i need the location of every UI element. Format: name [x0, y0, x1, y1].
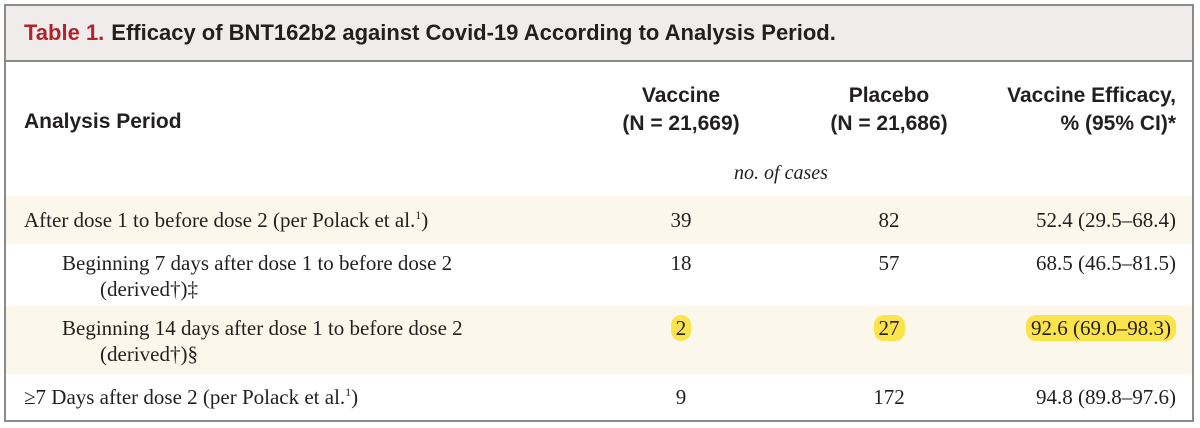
vaccine-cases: 9: [675, 385, 687, 409]
header-vaccine-n: (N = 21,669): [622, 112, 740, 135]
highlight-mark: 2: [670, 315, 692, 341]
header-efficacy-sub: % (95% CI)*: [1060, 112, 1176, 135]
row-label: Beginning 7 days after dose 1 to before …: [62, 251, 453, 301]
vaccine-efficacy-value: 92.6 (69.0–98.3): [966, 315, 1176, 341]
vaccine-cases: 39: [670, 208, 692, 232]
row-label: Beginning 14 days after dose 1 to before…: [62, 316, 463, 366]
table-row: Beginning 7 days after dose 1 to before …: [6, 244, 1192, 306]
table-title-bar: Table 1. Efficacy of BNT162b2 against Co…: [6, 6, 1192, 62]
header-vaccine: Vaccine (N = 21,669): [606, 82, 756, 138]
table-row: After dose 1 to before dose 2 (per Polac…: [6, 196, 1192, 244]
highlight-mark: 27: [873, 315, 905, 341]
table-frame: Table 1. Efficacy of BNT162b2 against Co…: [4, 4, 1194, 422]
reference-marker: 1: [345, 385, 352, 399]
reference-marker: 1: [415, 208, 422, 222]
placebo-cases: 27: [814, 315, 964, 341]
row-label: After dose 1 to before dose 2 (per Polac…: [24, 208, 429, 232]
vaccine-cases: 2: [606, 315, 756, 341]
header-vaccine-label: Vaccine: [641, 84, 721, 107]
units-label: no. of cases: [734, 162, 828, 184]
row-label: ≥7 Days after dose 2 (per Polack et al.1…: [24, 385, 359, 409]
header-placebo-n: (N = 21,686): [830, 112, 948, 135]
header-vaccine-efficacy: Vaccine Efficacy, % (95% CI)*: [986, 82, 1176, 138]
table-row: Beginning 14 days after dose 1 to before…: [6, 306, 1192, 374]
header-analysis-period: Analysis Period: [24, 110, 182, 133]
placebo-cases: 57: [878, 251, 900, 275]
table-row: ≥7 Days after dose 2 (per Polack et al.1…: [6, 374, 1192, 420]
vaccine-efficacy-value: 52.4 (29.5–68.4): [1036, 208, 1176, 232]
table-number: Table 1.: [24, 20, 105, 45]
placebo-cases: 82: [878, 208, 900, 232]
header-placebo: Placebo (N = 21,686): [814, 82, 964, 138]
highlight-mark: 92.6 (69.0–98.3): [1026, 315, 1176, 341]
vaccine-cases: 18: [670, 251, 692, 275]
placebo-cases: 172: [873, 385, 905, 409]
vaccine-efficacy-value: 94.8 (89.8–97.6): [1036, 385, 1176, 409]
vaccine-efficacy-value: 68.5 (46.5–81.5): [1036, 251, 1176, 275]
header-efficacy-label: Vaccine Efficacy,: [1007, 84, 1176, 107]
header-placebo-label: Placebo: [848, 84, 930, 107]
table-title: Efficacy of BNT162b2 against Covid-19 Ac…: [111, 20, 836, 45]
